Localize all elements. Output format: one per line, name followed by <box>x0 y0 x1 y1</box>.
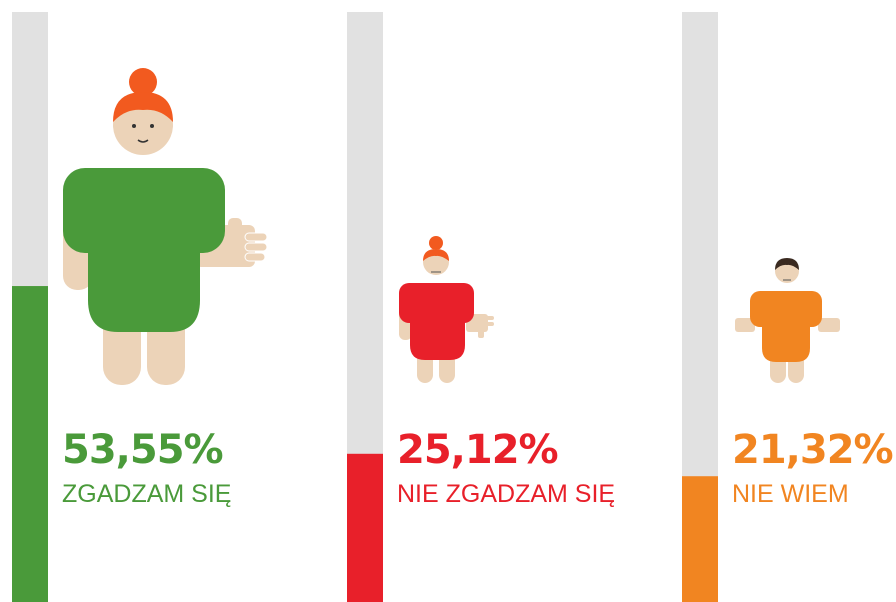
value-label: 25,12% <box>397 427 558 473</box>
category-label: ZGADZAM SIĘ <box>62 480 231 508</box>
figure-dont-know <box>735 258 840 383</box>
figure-agree <box>63 68 267 385</box>
category-label: NIE WIEM <box>732 480 849 508</box>
bar <box>12 286 48 602</box>
category-label: NIE ZGADZAM SIĘ <box>397 480 615 508</box>
value-label: 21,32% <box>732 427 893 473</box>
bar <box>347 454 383 602</box>
figure-disagree <box>399 236 494 383</box>
value-label: 53,55% <box>62 427 223 473</box>
chart: 53,55% ZGADZAM SIĘ 25,12% NIE ZGADZAM SIĘ 21… <box>0 0 896 602</box>
bar <box>682 476 718 602</box>
